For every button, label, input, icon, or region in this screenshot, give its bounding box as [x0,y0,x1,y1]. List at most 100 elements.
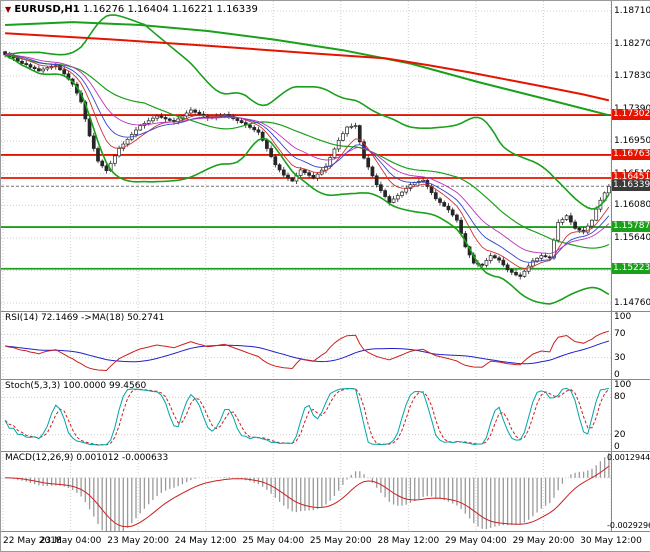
rsi-panel [1,330,611,372]
candle-body [484,260,489,266]
rsi-line [4,330,610,372]
price-axis-label: 1.15640 [614,232,650,243]
candle-body [125,138,130,145]
candle-body [41,68,45,72]
bollinger-lower-band [4,53,610,305]
candle-body [480,263,485,266]
bollinger-upper-band [4,14,610,210]
candle-body [307,172,311,176]
stoch-axis-label: 80 [614,392,626,403]
candle-body [569,215,573,223]
stoch-axis-label: 20 [614,429,626,440]
candle-body [146,120,151,124]
candle-body [235,118,240,121]
candle-body [526,265,531,272]
price-axis-label: 1.17830 [614,71,650,82]
time-axis-label: 23 May 20:00 [107,536,169,546]
candle-body [607,185,611,194]
candle-body [117,148,121,157]
candle-body [134,129,138,135]
candle-body [594,208,599,221]
bid-price-tag: 1.16339 [612,180,650,192]
candle-body [560,219,565,223]
time-axis-label: 22 May 2018 [3,536,62,546]
time-axis-label: 23 May 04:00 [39,536,102,546]
time-axis-label: 25 May 20:00 [309,536,372,546]
candle-body [277,164,282,171]
candle-body [167,118,172,121]
candle-body [315,173,320,179]
price-level-tag: 1.16763 [612,148,650,160]
candle-body [155,115,159,119]
candle-body [32,66,37,70]
candle-body [248,124,252,128]
stoch-axis-label: 100 [614,380,632,390]
candle-body [505,264,510,271]
candle-body [260,131,265,141]
candle-body [184,112,189,117]
time-axis-label: 30 May 12:00 [580,536,642,546]
candle-body [374,175,379,186]
candle-body [450,209,455,216]
price-axis-label: 1.18270 [614,38,650,49]
candle-body [577,227,582,231]
candle-body [281,169,286,176]
stoch-indicator-label: Stoch(5,3,3) 100.0000 99.4560 [5,381,147,391]
time-axis-label: 29 May 04:00 [445,536,507,546]
candle-body [113,155,117,164]
candle-body [543,255,548,258]
candle-body [28,64,33,68]
candle-body [391,198,396,203]
stoch-axis-label: 0 [614,442,620,452]
rsi-axis-label: 30 [614,352,626,363]
macd-axis-label: -0.0029296 [607,521,650,530]
candle-body [303,169,307,174]
price-axis-label: 1.16080 [614,200,650,211]
candle-body [332,148,337,158]
candle-body [395,195,400,200]
candle-body [273,156,278,166]
symbol-marker-icon: ▼ [5,5,12,14]
time-axis-label: 25 May 04:00 [242,536,305,546]
candle-body [96,148,100,162]
candle-body [366,157,371,168]
rsi-axis-label: 100 [614,312,632,322]
candle-body [104,165,109,172]
candle-body [408,184,413,189]
candle-body [256,129,261,133]
candle-body [265,140,269,149]
candle-body [100,160,105,167]
stoch-panel [1,387,611,446]
price-axis-label: 1.16950 [614,136,650,147]
candle-body [37,68,41,72]
price-level-tag: 1.15787 [612,221,650,233]
candle-body [488,255,493,261]
candle-body [497,257,501,261]
candle-body [547,256,552,259]
candle-body [87,118,92,137]
candle-body [45,67,50,70]
candle-body [286,174,290,179]
candle-body [556,222,561,241]
macd-indicator-label: MACD(12,26,9) 0.001012 -0.000633 [5,453,169,463]
candle-body [49,66,54,69]
candle-body [159,115,164,118]
candle-body [535,257,539,262]
stoch-k-line [4,387,610,446]
price-level-tag: 1.17302 [612,109,650,121]
candle-body [290,177,295,182]
chart-title: ▼ EURUSD,H1 1.16276 1.16404 1.16221 1.16… [5,4,258,15]
candle-body [349,125,354,128]
candle-body [298,169,303,176]
price-level-tag: 1.16451 [612,171,650,183]
candle-body [197,111,202,115]
candle-body [269,148,273,157]
candle-body [459,219,463,234]
chart-symbol: EURUSD,H1 [14,4,80,15]
candle-body [357,125,362,143]
macd-signal-line [5,465,610,528]
ema-mid-line [5,54,610,263]
candle-body [222,114,227,116]
candle-body [400,191,404,196]
